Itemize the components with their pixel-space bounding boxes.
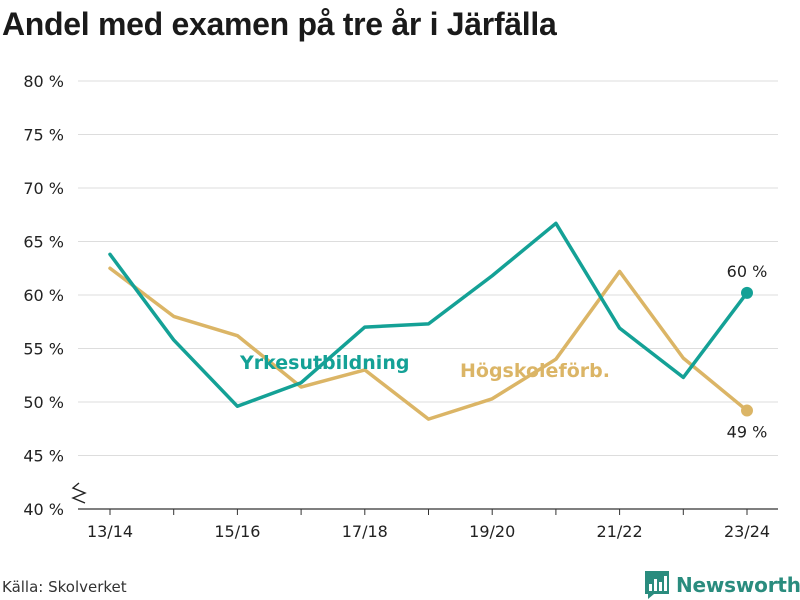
y-tick-label: 60 % [23,286,64,305]
series-labels: Yrkesutbildning Högskoleförb. 60 % 49 % [239,262,767,442]
chart-title: Andel med examen på tre år i Järfälla [2,6,557,42]
x-axis: 13/14 15/16 17/18 19/20 21/22 23/24 [71,482,778,541]
x-tick-label: 23/24 [724,522,770,541]
y-tick-label: 65 % [23,233,64,252]
series-label-yrkesutbildning: Yrkesutbildning [239,352,409,374]
series-label-hogskoleforb: Högskoleförb. [460,360,610,382]
source-note: Källa: Skolverket [2,578,127,596]
y-tick-label: 70 % [23,179,64,198]
x-tick-label: 15/16 [214,522,260,541]
series-end-point [741,286,753,299]
brand-name: Newsworthy [676,573,800,597]
y-tick-label: 45 % [23,447,64,466]
gridlines [78,80,778,456]
series-end-point [741,404,753,417]
series-lines [108,221,753,421]
newsworthy-logo-icon [645,571,669,599]
x-tick-label: 17/18 [342,522,388,541]
series-line-hogskoleforb [108,266,749,421]
y-tick-label: 80 % [23,72,64,91]
y-tick-label: 75 % [23,126,64,145]
end-value-label: 60 % [727,262,768,281]
y-tick-label: 40 % [23,500,64,519]
y-tick-label: 55 % [23,340,64,359]
y-axis-ticks: 40 % 45 % 50 % 55 % 60 % 65 % 70 % 75 % 80 % [23,72,64,519]
x-tick-label: 13/14 [87,522,133,541]
y-tick-label: 50 % [23,393,64,412]
end-value-label: 49 % [727,423,768,442]
x-tick-label: 21/22 [597,522,643,541]
axis-break-icon [71,482,87,504]
x-tick-label: 19/20 [469,522,515,541]
brand-logo: Newsworthy [644,570,800,600]
series-line-yrkesutbildning [108,221,749,409]
